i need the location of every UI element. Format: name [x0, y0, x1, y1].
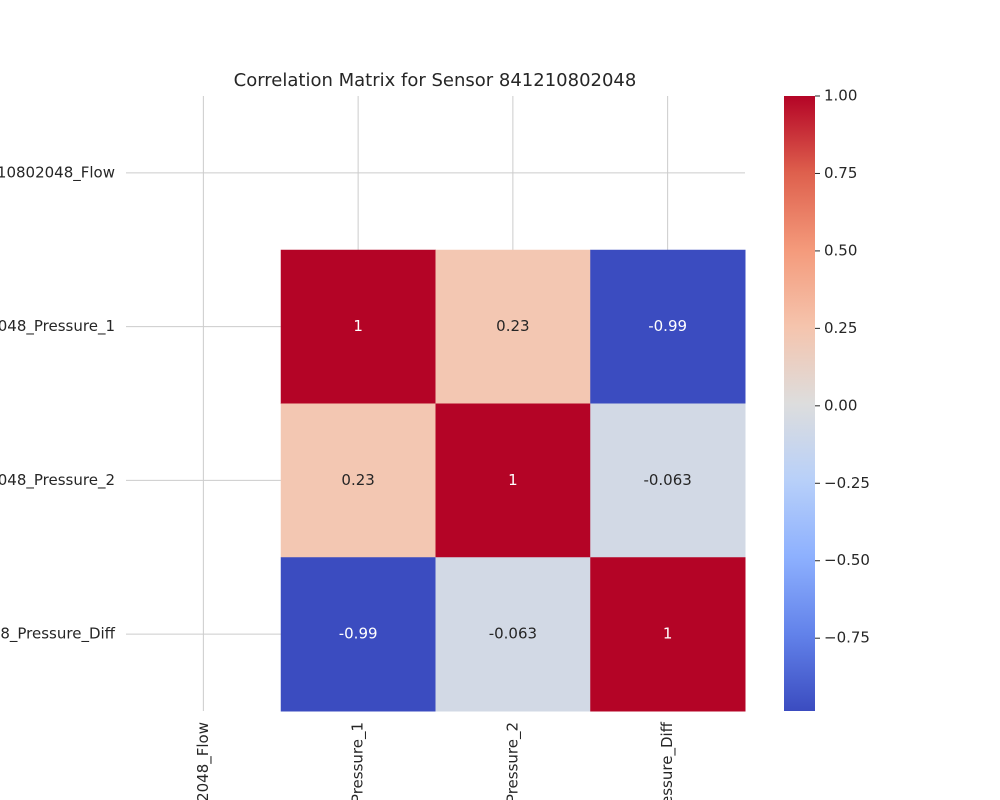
- colorbar: [784, 96, 815, 711]
- heatmap-cell: [435, 557, 591, 712]
- colorbar-tick-label: −0.25: [824, 474, 870, 492]
- cell-label: -0.063: [489, 625, 537, 643]
- cell-label: 1: [353, 317, 363, 335]
- heatmap-cell: [590, 249, 746, 404]
- y-tick-label: 048_Pressure_2: [0, 471, 115, 490]
- colorbar-tick-label: 1.00: [824, 87, 857, 105]
- x-tick-label: Pressure_1: [349, 722, 368, 800]
- cell-label: 0.23: [496, 317, 529, 335]
- heatmap-cell: [280, 557, 436, 712]
- y-tick-label: 8_Pressure_Diff: [0, 625, 115, 644]
- cell-label: 1: [663, 625, 673, 643]
- colorbar-tick-label: 0.50: [824, 241, 857, 259]
- cell-label: -0.063: [643, 471, 691, 489]
- y-tick-label: 10802048_Flow: [0, 163, 115, 182]
- heatmap-cell: [590, 403, 746, 558]
- x-tick-label: ressure_Diff: [658, 721, 677, 800]
- cell-label: -0.99: [648, 317, 687, 335]
- heatmap-cell: [435, 403, 591, 558]
- x-tick-label: Pressure_2: [503, 722, 522, 800]
- cell-label: 0.23: [341, 471, 374, 489]
- heatmap-cell: [435, 249, 591, 404]
- heatmap-cell: [280, 249, 436, 404]
- colorbar-tick-label: 0.25: [824, 319, 857, 337]
- x-tick-label: 2048_Flow: [194, 722, 213, 800]
- y-tick-label: 048_Pressure_1: [0, 317, 115, 336]
- colorbar-tick-label: 0.00: [824, 396, 857, 414]
- heatmap-cell: [590, 557, 746, 712]
- cell-label: -0.99: [339, 625, 378, 643]
- cell-label: 1: [508, 471, 518, 489]
- heatmap-cell: [280, 403, 436, 558]
- colorbar-tick-label: −0.75: [824, 629, 870, 647]
- colorbar-tick-label: −0.50: [824, 551, 870, 569]
- colorbar-tick-label: 0.75: [824, 164, 857, 182]
- chart-title: Correlation Matrix for Sensor 8412108020…: [234, 70, 637, 91]
